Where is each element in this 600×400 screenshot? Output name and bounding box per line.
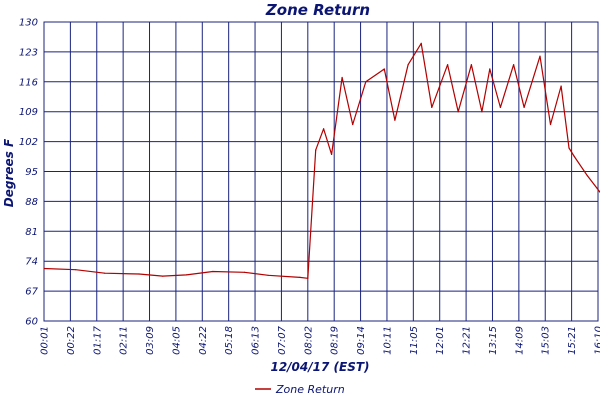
y-tick-label: 116 bbox=[19, 77, 38, 88]
x-tick-label: 05:18 bbox=[224, 326, 235, 355]
y-tick-label: 102 bbox=[19, 137, 38, 148]
x-tick-label: 10:11 bbox=[382, 326, 393, 355]
data-point bbox=[185, 274, 188, 276]
x-tick-label: 11:05 bbox=[409, 326, 420, 355]
x-tick-label: 00:01 bbox=[40, 326, 51, 355]
data-point bbox=[499, 106, 501, 108]
x-tick-label: 16:10 bbox=[594, 326, 600, 355]
data-point bbox=[104, 272, 106, 274]
x-tick-label: 08:02 bbox=[303, 326, 314, 355]
y-tick-label: 81 bbox=[25, 227, 38, 238]
series-line-zone-return bbox=[43, 42, 600, 279]
data-point bbox=[447, 64, 449, 66]
data-point bbox=[341, 76, 343, 79]
data-point bbox=[323, 128, 325, 130]
data-point bbox=[352, 123, 354, 126]
x-tick-label: 12:01 bbox=[435, 326, 446, 355]
data-point bbox=[407, 64, 409, 66]
data-point bbox=[307, 277, 309, 279]
y-tick-label: 95 bbox=[25, 167, 38, 178]
x-tick-label: 04:22 bbox=[198, 326, 209, 355]
x-tick-label: 14:09 bbox=[514, 326, 525, 355]
data-point bbox=[513, 64, 515, 66]
chart-title: Zone Return bbox=[265, 1, 370, 19]
data-point bbox=[523, 106, 525, 108]
data-point bbox=[365, 81, 367, 83]
y-tick-label: 130 bbox=[19, 18, 38, 29]
data-point bbox=[568, 147, 570, 149]
data-point bbox=[75, 269, 77, 271]
y-tick-label: 67 bbox=[25, 287, 38, 298]
data-point bbox=[549, 123, 552, 126]
data-point bbox=[420, 42, 422, 45]
data-point bbox=[212, 270, 214, 273]
data-point bbox=[331, 153, 333, 155]
x-tick-label: 02:11 bbox=[119, 326, 130, 355]
y-tick-label: 123 bbox=[19, 47, 38, 58]
data-point bbox=[267, 274, 269, 276]
x-tick-label: 00:22 bbox=[66, 326, 77, 355]
x-tick-label: 13:15 bbox=[488, 326, 499, 355]
data-point bbox=[299, 276, 301, 278]
data-point bbox=[489, 68, 491, 70]
data-point bbox=[573, 155, 575, 158]
data-point bbox=[470, 64, 472, 66]
x-axis-label: 12/04/17 (EST) bbox=[270, 360, 369, 374]
data-point bbox=[162, 275, 164, 277]
y-tick-label: 60 bbox=[25, 317, 38, 328]
data-point bbox=[539, 55, 541, 57]
plot-grid bbox=[43, 21, 599, 322]
series-group bbox=[43, 42, 600, 279]
x-tick-label: 12:21 bbox=[462, 326, 473, 355]
y-tick-labels: 130 123 116 109 102 95 88 81 74 67 60 bbox=[19, 18, 39, 328]
data-point bbox=[431, 106, 433, 108]
data-point bbox=[457, 111, 459, 113]
legend: Zone Return bbox=[255, 383, 345, 396]
data-point bbox=[138, 273, 140, 275]
x-tick-label: 03:09 bbox=[145, 326, 156, 355]
x-tick-label: 07:07 bbox=[277, 325, 288, 354]
data-point bbox=[315, 149, 317, 151]
data-point bbox=[481, 111, 483, 113]
data-point bbox=[586, 175, 589, 177]
y-tick-label: 88 bbox=[25, 197, 38, 208]
data-point bbox=[560, 85, 562, 87]
y-axis-label: Degrees F bbox=[2, 138, 16, 207]
x-tick-label: 15:21 bbox=[567, 326, 578, 355]
x-tick-labels: 00:01 00:22 01:17 02:11 03:09 04:05 04:22 05:18… bbox=[40, 325, 600, 354]
x-tick-label: 09:14 bbox=[356, 326, 367, 355]
y-tick-label: 109 bbox=[19, 107, 38, 118]
data-point bbox=[383, 68, 385, 70]
x-tick-label: 15:03 bbox=[541, 326, 552, 355]
x-tick-label: 04:05 bbox=[171, 326, 182, 355]
x-tick-label: 06:13 bbox=[251, 326, 262, 355]
x-tick-label: 01:17 bbox=[92, 325, 103, 354]
x-tick-label: 08:19 bbox=[330, 326, 341, 355]
data-point bbox=[43, 267, 45, 270]
data-point bbox=[394, 119, 396, 121]
data-point bbox=[243, 271, 246, 273]
y-tick-label: 74 bbox=[25, 257, 38, 268]
legend-label: Zone Return bbox=[275, 383, 345, 396]
